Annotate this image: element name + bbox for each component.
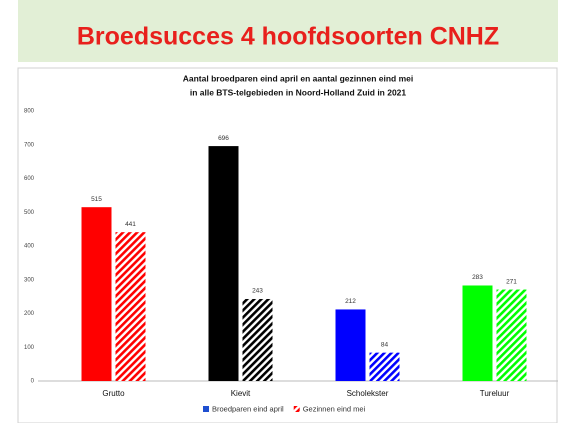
value-label: 441	[125, 221, 136, 228]
bar	[462, 285, 493, 381]
slide-title: Broedsucces 4 hoofdsoorten CNHZ	[77, 23, 499, 51]
x-tick-label: Scholekster	[347, 389, 389, 398]
y-tick-label: 200	[24, 311, 35, 317]
x-tick-label: Grutto	[102, 389, 125, 398]
y-tick-label: 600	[24, 176, 35, 182]
legend-swatch	[203, 406, 209, 412]
y-tick-label: 300	[24, 277, 35, 283]
y-tick-label: 700	[24, 142, 35, 148]
value-label: 84	[381, 341, 389, 348]
value-label: 271	[506, 278, 517, 285]
chart-title: in alle BTS-telgebieden in Noord-Holland…	[190, 87, 407, 97]
value-label: 515	[91, 196, 102, 203]
x-tick-label: Tureluur	[480, 389, 510, 398]
y-tick-label: 0	[31, 379, 35, 385]
legend-swatch	[293, 406, 300, 412]
legend-label: Gezinnen eind mei	[303, 404, 366, 413]
bar	[242, 298, 273, 381]
bar	[335, 309, 366, 381]
bar	[208, 146, 239, 381]
legend-label: Broedparen eind april	[212, 404, 284, 413]
bar	[115, 232, 146, 381]
bar	[369, 352, 400, 381]
x-tick-label: Kievit	[231, 389, 251, 398]
y-tick-label: 100	[24, 345, 35, 351]
value-label: 212	[345, 298, 356, 305]
value-label: 283	[472, 274, 483, 281]
y-tick-label: 500	[24, 210, 35, 216]
chart-title: Aantal broedparen eind april en aantal g…	[183, 73, 414, 83]
value-label: 696	[218, 135, 229, 142]
bar	[81, 207, 112, 381]
header-band	[18, 0, 558, 62]
bar	[496, 289, 527, 381]
y-tick-label: 400	[24, 244, 35, 250]
value-label: 243	[252, 288, 263, 295]
y-tick-label: 800	[24, 109, 35, 115]
